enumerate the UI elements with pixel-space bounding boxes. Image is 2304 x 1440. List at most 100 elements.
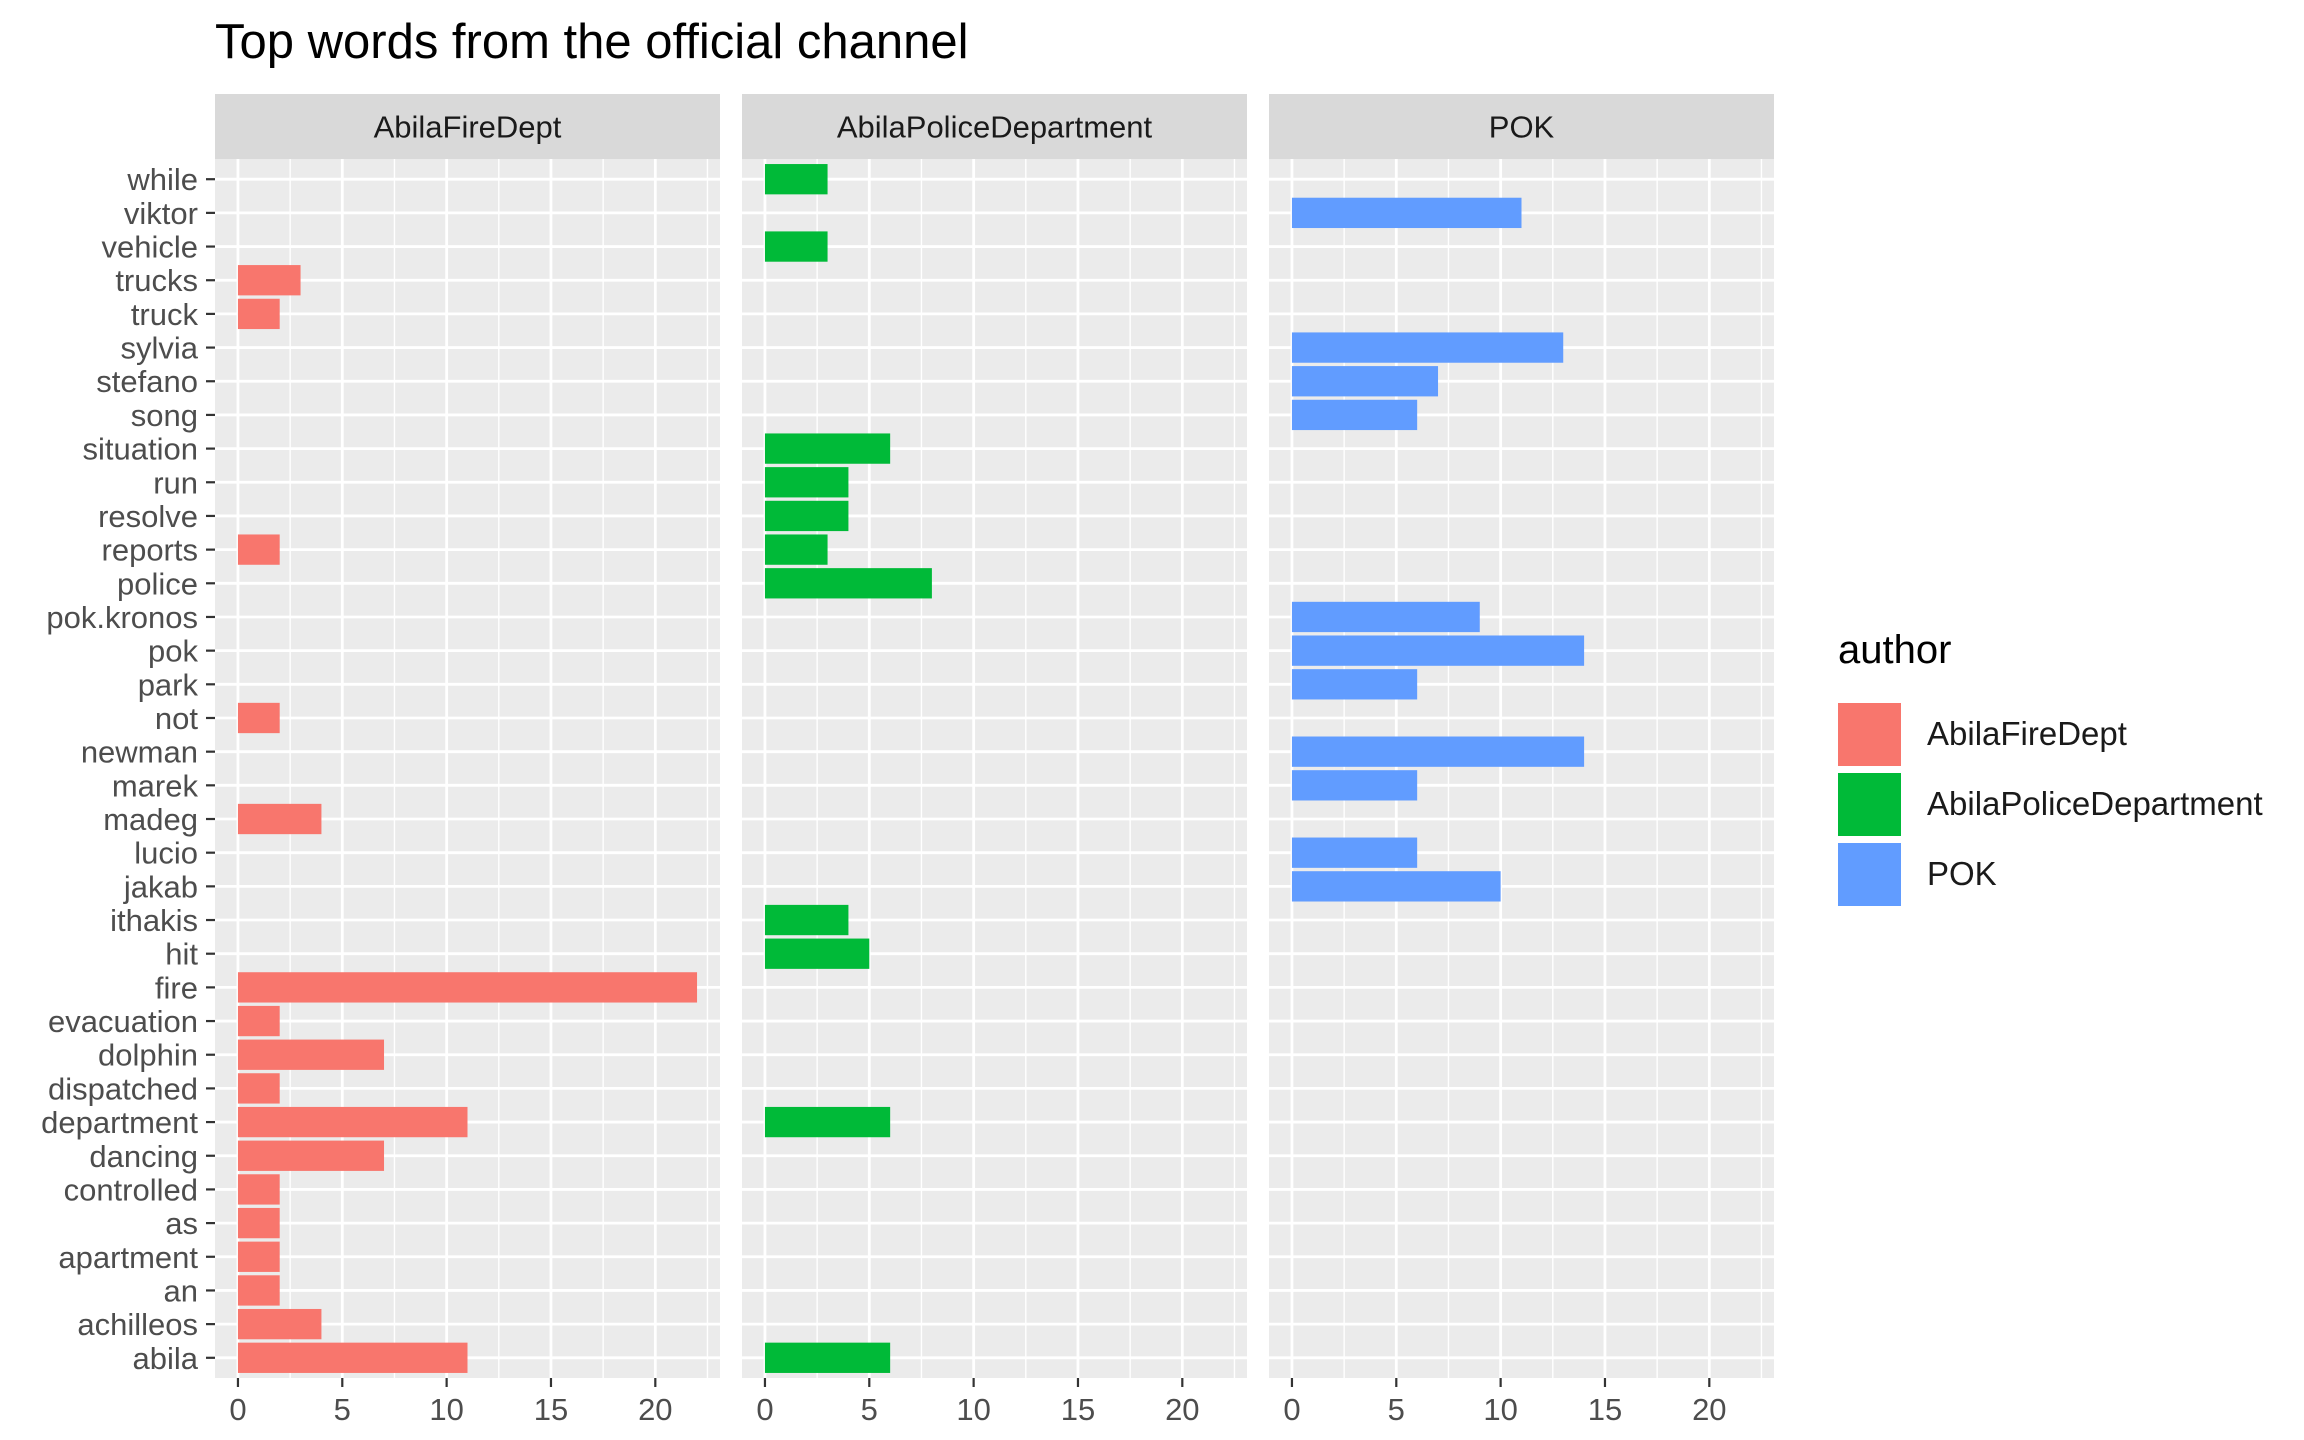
bar-AbilaFireDept-as [237, 1207, 280, 1239]
bar-AbilaPoliceDepartment-ithakis [764, 904, 849, 936]
bar-AbilaPoliceDepartment-reports [764, 534, 828, 565]
y-tick-label: dolphin [98, 1038, 198, 1073]
y-tick-label: not [155, 701, 198, 736]
y-tick-label: hit [165, 937, 198, 972]
bar-POK-lucio [1291, 837, 1418, 868]
x-tick-label: 0 [229, 1392, 246, 1427]
bar-AbilaFireDept-fire [237, 972, 698, 1003]
legend-item: POK [1838, 839, 2263, 909]
bar-AbilaFireDept-department [237, 1106, 468, 1138]
y-tick-label: sylvia [120, 331, 198, 366]
legend: author AbilaFireDept AbilaPoliceDepartmen… [1838, 628, 2263, 909]
y-tick-label: department [41, 1105, 198, 1140]
bar-AbilaPoliceDepartment-while [764, 164, 828, 195]
x-tick-label: 0 [1283, 1392, 1300, 1427]
y-tick-label: vehicle [102, 230, 199, 265]
bar-AbilaPoliceDepartment-police [764, 568, 932, 599]
bar-AbilaPoliceDepartment-hit [764, 938, 870, 969]
bar-POK-sylvia [1291, 332, 1564, 363]
x-tick-label: 15 [1061, 1392, 1095, 1427]
legend-items: AbilaFireDept AbilaPoliceDepartment POK [1838, 699, 2263, 909]
bar-AbilaPoliceDepartment-run [764, 467, 849, 498]
y-tick-label: truck [131, 297, 199, 332]
y-tick-label: dispatched [48, 1071, 198, 1106]
bar-AbilaPoliceDepartment-resolve [764, 500, 849, 532]
x-tick-label: 5 [1388, 1392, 1405, 1427]
bar-AbilaFireDept-abila [237, 1342, 468, 1373]
facet-strip-label: AbilaPoliceDepartment [837, 110, 1153, 145]
legend-label: AbilaPoliceDepartment [1927, 785, 2263, 822]
x-tick-label: 10 [1483, 1392, 1517, 1427]
x-tick-label: 15 [534, 1392, 568, 1427]
bar-AbilaFireDept-dolphin [237, 1039, 385, 1070]
bar-AbilaFireDept-controlled [237, 1174, 280, 1205]
x-tick-label: 20 [638, 1392, 672, 1427]
y-tick-label: pok.kronos [46, 600, 198, 635]
y-tick-label: as [165, 1206, 198, 1241]
bar-AbilaFireDept-dispatched [237, 1073, 280, 1104]
y-tick-label: achilleos [77, 1307, 198, 1342]
legend-label: AbilaFireDept [1927, 715, 2127, 752]
bar-AbilaFireDept-achilleos [237, 1308, 322, 1340]
y-tick-label: controlled [64, 1172, 198, 1207]
facet-strip-label: AbilaFireDept [374, 110, 562, 145]
bar-AbilaFireDept-dancing [237, 1140, 385, 1171]
legend-item: AbilaPoliceDepartment [1838, 769, 2263, 839]
facet-strip [742, 94, 1247, 159]
y-tick-label: lucio [134, 836, 198, 871]
x-tick-label: 15 [1588, 1392, 1622, 1427]
y-tick-label: situation [83, 432, 198, 467]
facet-strip-label: POK [1489, 110, 1555, 145]
y-tick-label: an [164, 1273, 198, 1308]
bar-POK-pok [1291, 635, 1585, 666]
y-tick-label: madeg [103, 802, 198, 837]
bar-AbilaPoliceDepartment-situation [764, 433, 891, 464]
legend-swatch [1838, 842, 1901, 906]
bar-AbilaPoliceDepartment-department [764, 1106, 891, 1138]
bar-AbilaPoliceDepartment-abila [764, 1342, 891, 1373]
bar-POK-jakab [1291, 871, 1501, 902]
legend-swatch [1838, 772, 1901, 836]
y-tick-label: park [138, 667, 199, 702]
y-tick-label: viktor [124, 196, 198, 231]
y-tick-label: song [131, 398, 198, 433]
legend-item: AbilaFireDept [1838, 699, 2263, 769]
y-tick-label: evacuation [48, 1004, 198, 1039]
bar-POK-park [1291, 669, 1418, 700]
panel-background [215, 159, 720, 1378]
y-tick-label: while [126, 162, 198, 197]
bar-POK-song [1291, 399, 1418, 431]
y-tick-label: ithakis [110, 903, 198, 938]
bar-POK-viktor [1291, 197, 1522, 229]
x-tick-label: 20 [1692, 1392, 1726, 1427]
y-tick-label: newman [81, 735, 198, 770]
bar-AbilaPoliceDepartment-vehicle [764, 231, 828, 262]
bar-AbilaFireDept-madeg [237, 803, 322, 835]
chart-title: Top words from the official channel [215, 15, 969, 69]
y-tick-label: jakab [123, 869, 198, 904]
bar-AbilaFireDept-not [237, 702, 280, 734]
x-tick-label: 10 [956, 1392, 990, 1427]
bar-POK-newman [1291, 736, 1585, 767]
x-tick-label: 5 [861, 1392, 878, 1427]
bar-AbilaFireDept-evacuation [237, 1005, 280, 1037]
y-tick-label: trucks [115, 263, 198, 298]
bar-POK-marek [1291, 770, 1418, 801]
x-tick-label: 0 [756, 1392, 773, 1427]
bar-POK-pok.kronos [1291, 601, 1480, 633]
x-tick-label: 10 [429, 1392, 463, 1427]
bar-AbilaFireDept-reports [237, 534, 280, 565]
bar-POK-stefano [1291, 366, 1439, 397]
y-tick-label: apartment [58, 1240, 198, 1275]
bar-AbilaFireDept-truck [237, 298, 280, 330]
y-tick-label: reports [102, 533, 198, 568]
y-tick-label: stefano [96, 364, 198, 399]
y-tick-label: resolve [98, 499, 198, 534]
legend-label: POK [1927, 855, 1997, 892]
facet-panel-POK: POK 0 5 10 15 20 [1269, 94, 1774, 1427]
y-tick-label: dancing [89, 1139, 198, 1174]
legend-swatch [1838, 702, 1901, 766]
y-tick-label: pok [148, 634, 198, 669]
legend-title: author [1838, 628, 1952, 672]
